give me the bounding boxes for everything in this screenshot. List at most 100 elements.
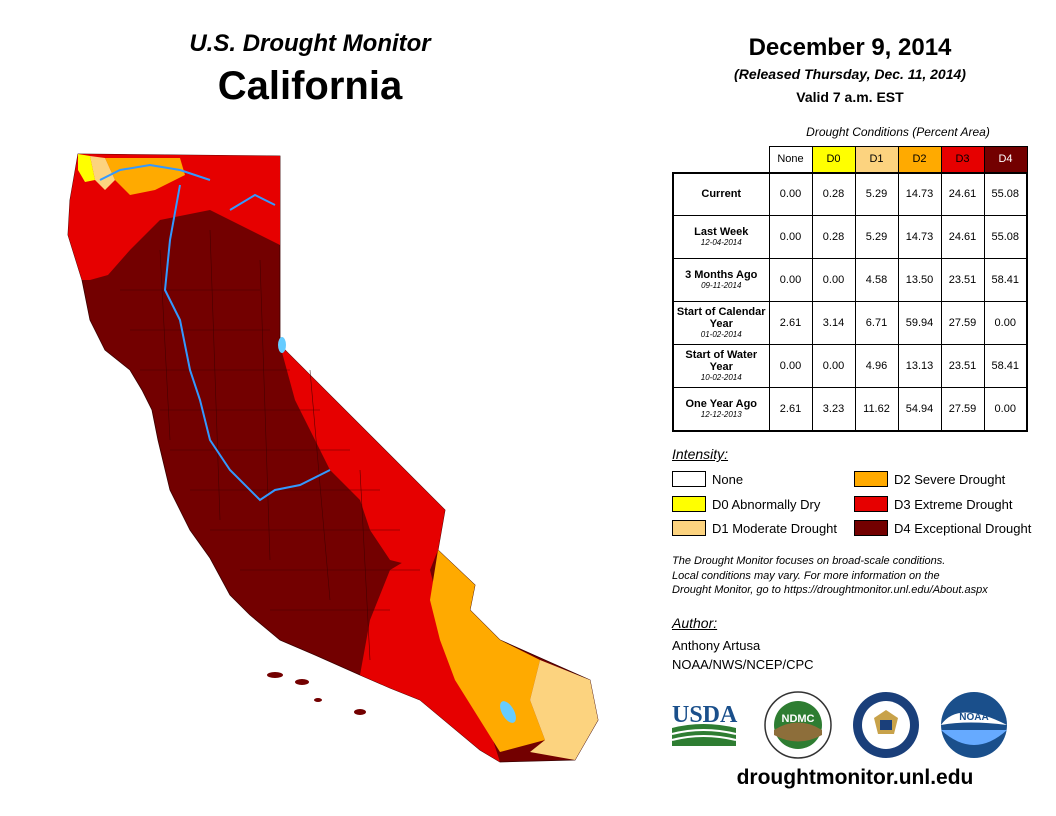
table-cell: 54.94 [897,387,942,431]
row-date: 01-02-2014 [700,330,742,339]
region-title: California [217,64,403,108]
website-link[interactable]: droughtmonitor.unl.edu [736,766,974,789]
table-cell: 4.58 [854,258,899,302]
svg-text:USDA: USDA [672,702,738,728]
release-date: (Released Thursday, Dec. 11, 2014) [734,66,966,82]
table-cell: 27.59 [940,387,985,431]
author-org: NOAA/NWS/NCEP/CPC [672,657,814,672]
table-cell: 0.00 [768,215,813,259]
svg-text:NOAA: NOAA [959,712,988,723]
row-label: Start of Water Year 10-02-2014 [672,344,770,388]
table-cell: 0.00 [768,344,813,388]
legend-swatch [672,471,706,487]
drought-conditions-table: None D0 D1 D2 D3 D4 Current 0.00 0.28 5.29 1… [672,146,1028,432]
legend-item-none: None [672,471,743,487]
col-head-d1: D1 [854,146,899,173]
author-heading: Author: [672,615,718,631]
col-head-none: None [768,146,813,173]
table-cell: 14.73 [897,172,942,216]
svg-text:NDMC: NDMC [782,713,815,725]
row-label: 3 Months Ago 09-11-2014 [672,258,770,302]
table-cell: 59.94 [897,301,942,345]
table-row: 3 Months Ago 09-11-2014 0.00 0.00 4.58 13.50 2… [672,258,1028,302]
legend-item-d3: D3 Extreme Drought [854,496,1013,512]
table-cell: 23.51 [940,344,985,388]
legend-swatch [854,471,888,487]
table-cell: 3.23 [811,387,856,431]
table-row: Start of Calendar Year 01-02-2014 2.61 3.14… [672,301,1028,345]
col-head-d0: D0 [811,146,856,173]
table-cell: 5.29 [854,215,899,259]
map-region-d3-south [360,558,500,762]
table-cell: 13.13 [897,344,942,388]
map-region-d3-east [280,345,445,570]
legend-swatch [854,520,888,536]
table-cell: 2.61 [768,301,813,345]
table-row: Last Week 12-04-2014 0.00 0.28 5.29 14.73 24.6… [672,215,1028,259]
table-cell: 0.28 [811,172,856,216]
legend-swatch [672,496,706,512]
doc-seal-logo [853,692,919,758]
legend-item-d1: D1 Moderate Drought [672,520,837,536]
col-head-d3: D3 [940,146,985,173]
table-cell: 24.61 [940,172,985,216]
table-cell: 0.00 [983,301,1028,345]
table-caption: Drought Conditions (Percent Area) [806,125,990,139]
table-cell: 0.00 [768,258,813,302]
table-cell: 3.14 [811,301,856,345]
row-label: Last Week 12-04-2014 [672,215,770,259]
table-row: Start of Water Year 10-02-2014 0.00 0.00 4.9… [672,344,1028,388]
california-drought-map [60,140,620,780]
row-label: Start of Calendar Year 01-02-2014 [672,301,770,345]
table-cell: 6.71 [854,301,899,345]
col-head-d4: D4 [983,146,1028,173]
disclaimer-note: The Drought Monitor focuses on broad-sca… [672,555,988,596]
table-cell: 2.61 [768,387,813,431]
valid-time: Valid 7 a.m. EST [796,89,904,105]
row-date: 12-12-2013 [700,409,742,419]
table-cell: 0.00 [768,172,813,216]
row-label: One Year Ago 12-12-2013 [672,387,770,431]
table-cell: 0.28 [811,215,856,259]
author-name: Anthony Artusa [672,638,761,653]
table-row: One Year Ago 12-12-2013 2.61 3.23 11.62 54.94… [672,387,1028,431]
legend-item-d2: D2 Severe Drought [854,471,1005,487]
ndmc-logo: NDMC [764,691,832,759]
row-date: 12-04-2014 [700,238,742,247]
legend-item-d4: D4 Exceptional Drought [854,520,1031,536]
lake-tahoe [278,337,286,353]
noaa-logo: NOAA [941,692,1007,758]
table-cell: 24.61 [940,215,985,259]
table-cell: 27.59 [940,301,985,345]
table-cell: 0.00 [983,387,1028,431]
map-region-d1-north [90,156,115,190]
legend-heading: Intensity: [672,446,729,462]
table-cell: 0.00 [811,344,856,388]
map-region-d1 [530,660,598,760]
legend-swatch [672,520,706,536]
table-cell: 55.08 [983,172,1028,216]
salton-sea [500,701,516,723]
table-cell: 0.00 [811,258,856,302]
map-date: December 9, 2014 [748,34,952,61]
table-row: Current 0.00 0.28 5.29 14.73 24.61 55.08 [672,172,1028,216]
table-cell: 58.41 [983,258,1028,302]
legend-swatch [854,496,888,512]
row-date: 09-11-2014 [701,281,742,290]
table-cell: 58.41 [983,344,1028,388]
river-lines [99,163,331,502]
table-cell: 13.50 [897,258,942,302]
table-cell: 14.73 [897,215,942,259]
row-label: Current [672,172,770,216]
legend-item-d0: D0 Abnormally Dry [672,496,820,512]
map-region-d2 [430,550,545,752]
table-cell: 55.08 [983,215,1028,259]
table-cell: 23.51 [940,258,985,302]
table-cell: 11.62 [854,387,899,431]
table-cell: 5.29 [854,172,899,216]
map-region-d0-north [78,154,95,182]
map-title: U.S. Drought Monitor [189,30,431,57]
usda-logo: USDA [671,702,738,746]
table-cell: 4.96 [854,344,899,388]
col-head-d2: D2 [897,146,942,173]
